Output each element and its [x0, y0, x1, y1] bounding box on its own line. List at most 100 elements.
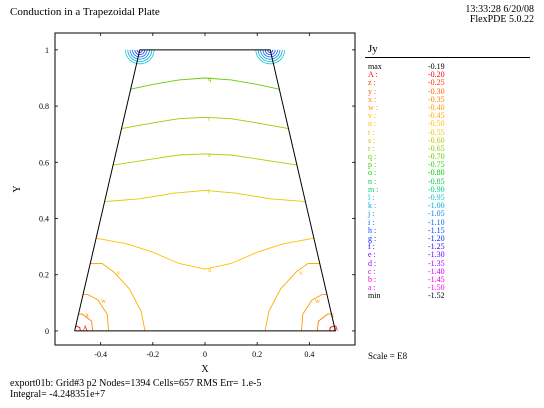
legend-key: o : — [368, 168, 377, 178]
legend-row: s : -0.60 — [368, 135, 458, 145]
contour-line-w — [82, 293, 109, 331]
legend-value: -1.45 — [428, 274, 445, 284]
legend-value: -1.00 — [428, 201, 445, 211]
y-tick-label: 0.2 — [39, 271, 49, 280]
legend-key: t : — [368, 127, 375, 137]
run-summary: export01b: Grid#3 p2 Nodes=1394 Cells=65… — [10, 378, 261, 400]
legend-value: -1.40 — [428, 266, 445, 276]
contour-line-s — [113, 153, 297, 166]
legend-row: g : -1.20 — [368, 233, 458, 243]
contour-label: A — [83, 325, 88, 333]
contour-label: u — [208, 266, 212, 274]
legend-key: max — [368, 62, 382, 71]
legend-value: -0.20 — [428, 70, 445, 80]
legend-row: x : -0.35 — [368, 94, 458, 104]
legend-key: m : — [368, 184, 379, 194]
legend-row: m : -0.90 — [368, 184, 458, 194]
contour-label: v — [299, 269, 303, 277]
legend-key: c : — [368, 266, 376, 276]
legend-row: n : -0.85 — [368, 176, 458, 186]
legend-value: -0.85 — [428, 176, 445, 186]
legend-row: o : -0.80 — [368, 169, 458, 177]
contour-line-q — [130, 77, 280, 90]
contour-label: s — [208, 151, 211, 159]
legend-key: e : — [368, 250, 376, 260]
contour-line-t — [104, 189, 306, 203]
contour-label: t — [208, 187, 210, 195]
legend-key: A : — [368, 70, 378, 80]
legend-key: r : — [368, 143, 375, 153]
contour-label: r — [208, 114, 211, 122]
y-tick-label: 0.6 — [39, 158, 49, 167]
legend-key: min — [368, 291, 381, 301]
legend-value: -0.90 — [428, 184, 445, 194]
y-axis-label: Y — [12, 185, 23, 192]
legend-value: -0.60 — [428, 135, 445, 145]
plot-title: Conduction in a Trapezoidal Plate — [10, 6, 160, 18]
scale-label: Scale = E8 — [368, 351, 408, 361]
legend-value: -0.80 — [428, 168, 445, 178]
legend-value: -0.65 — [428, 143, 445, 153]
legend-value: -0.30 — [428, 86, 445, 96]
legend-value: -0.75 — [428, 160, 445, 170]
contour-label: v — [117, 269, 121, 277]
contour-line-v — [264, 263, 320, 331]
legend-value: -0.95 — [428, 193, 445, 202]
corner-contour — [134, 49, 146, 56]
legend-value: -1.35 — [428, 258, 445, 268]
legend-value: -0.35 — [428, 94, 445, 104]
legend-value: -0.55 — [428, 127, 445, 137]
legend-row: f : -1.25 — [368, 242, 458, 251]
legend-row: v : -0.45 — [368, 111, 458, 120]
legend-variable: Jy — [368, 43, 378, 55]
legend-row: i : -1.10 — [368, 217, 458, 227]
legend-key: s : — [368, 135, 376, 145]
x-tick-label: 0.2 — [252, 350, 262, 359]
contour-line-v — [90, 263, 146, 331]
contour-line-x — [316, 313, 332, 331]
x-axis-label: X — [201, 364, 209, 375]
plate-outline — [74, 49, 337, 332]
legend-value: -1.52 — [428, 291, 445, 301]
contour-label: x — [85, 311, 89, 319]
legend-row: e : -1.30 — [368, 251, 458, 259]
contour-line-A — [329, 325, 335, 331]
legend-row: j : -1.05 — [368, 210, 458, 218]
legend-row: u : -0.50 — [368, 120, 458, 128]
corner-contour — [255, 49, 285, 65]
legend-key: j : — [368, 209, 375, 219]
legend-value: -0.25 — [428, 78, 445, 88]
contour-label: A — [333, 325, 338, 333]
grid-info: export01b: Grid#3 p2 Nodes=1394 Cells=65… — [10, 378, 262, 389]
corner-contour — [132, 49, 148, 58]
legend-key: p : — [368, 160, 377, 170]
legend-key: b : — [368, 274, 377, 284]
time-date: 13:33:28 6/20/08 — [465, 4, 534, 15]
corner-contour — [136, 49, 143, 53]
legend-row: r : -0.65 — [368, 143, 458, 153]
corner-contour — [129, 49, 150, 60]
contour-label: w — [315, 297, 321, 305]
x-tick-label: -0.2 — [146, 350, 159, 359]
corner-contour — [260, 49, 281, 60]
y-tick-label: 1 — [45, 46, 49, 55]
contour-legend: max -0.19 A : -0.20 z : -0.25 y : -0.30 x : -0.35… — [368, 62, 458, 300]
contour-line-w — [301, 293, 328, 331]
legend-value: -0.19 — [428, 62, 445, 71]
legend-key: h : — [368, 225, 377, 235]
legend-value: -1.15 — [428, 225, 445, 235]
y-tick-label: 0.8 — [39, 102, 49, 111]
legend-row: y : -0.30 — [368, 86, 458, 96]
legend-key: i : — [368, 217, 375, 227]
x-tick-label: 0 — [203, 350, 207, 359]
legend-row: min -1.52 — [368, 292, 458, 300]
legend-key: y : — [368, 86, 377, 96]
legend-key: k : — [368, 201, 377, 211]
legend-row: z : -0.25 — [368, 79, 458, 87]
legend-key: g : — [368, 233, 377, 243]
legend-key: u : — [368, 119, 377, 129]
legend-key: z : — [368, 78, 376, 88]
corner-contour — [267, 49, 274, 53]
legend-value: -1.20 — [428, 233, 445, 243]
